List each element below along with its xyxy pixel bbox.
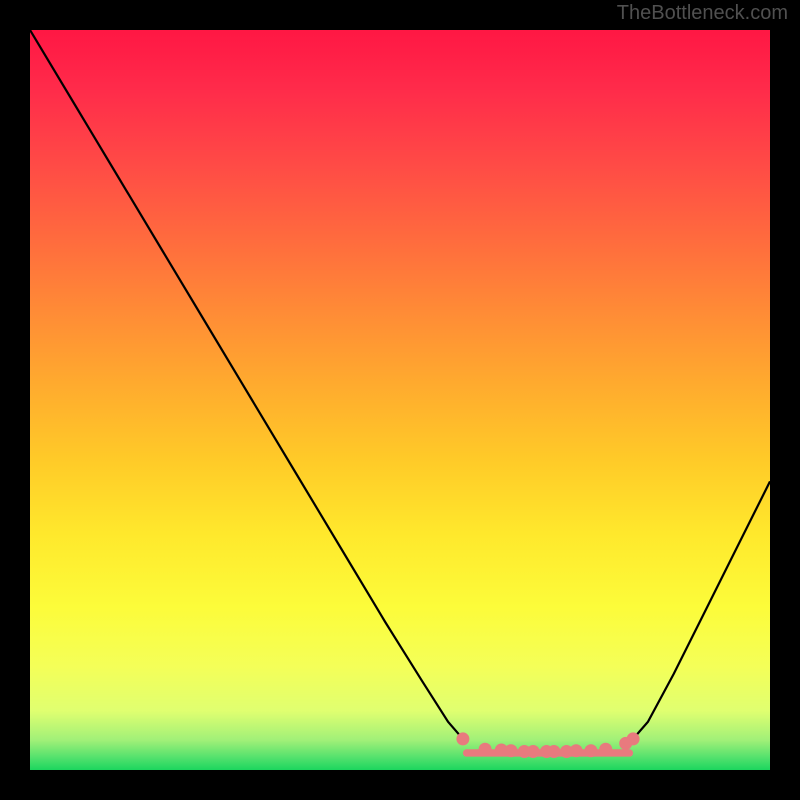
data-marker — [627, 732, 640, 745]
bottleneck-curve-left — [30, 30, 463, 739]
data-marker — [584, 744, 597, 757]
bottleneck-curve-right — [633, 481, 770, 739]
data-marker — [527, 745, 540, 758]
data-marker — [599, 743, 612, 756]
watermark-text: TheBottleneck.com — [617, 2, 788, 25]
curve-layer — [30, 30, 770, 770]
data-marker — [456, 732, 469, 745]
data-marker — [547, 745, 560, 758]
data-marker — [479, 743, 492, 756]
chart-container: TheBottleneck.com — [0, 0, 800, 800]
plot-area — [30, 30, 770, 770]
data-marker — [505, 744, 518, 757]
data-marker — [570, 744, 583, 757]
